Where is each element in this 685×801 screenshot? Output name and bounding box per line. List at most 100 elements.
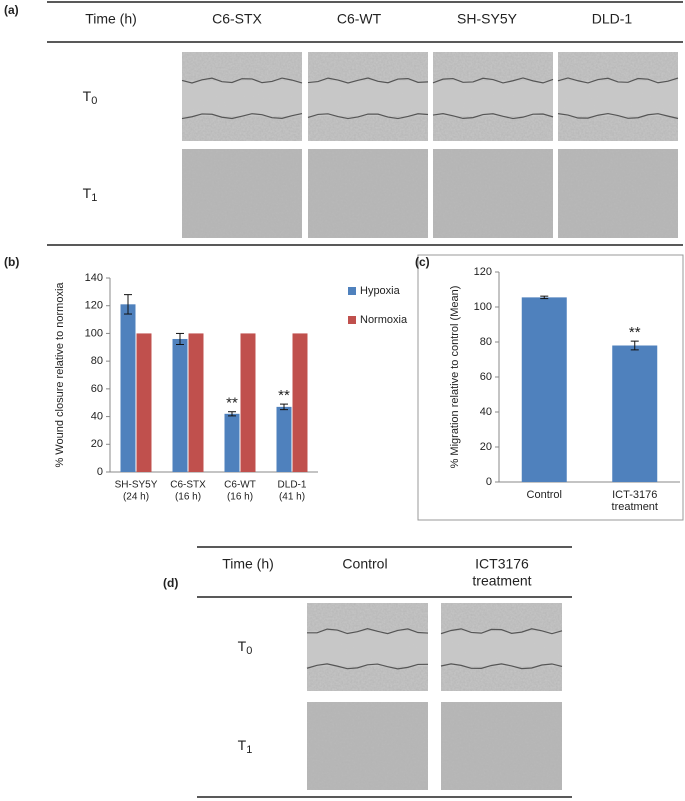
x-tick-sublabel: treatment	[612, 501, 658, 513]
column-header: C6-WT	[337, 11, 382, 27]
row-label-subscript: 1	[91, 192, 97, 204]
x-tick-sublabel: (16 h)	[227, 492, 253, 503]
y-tick-label: 100	[474, 301, 492, 313]
panel-c-frame	[417, 254, 684, 521]
wound-edge	[432, 113, 554, 120]
row-label-subscript: 0	[91, 95, 97, 107]
x-tick-label: C6-STX	[170, 480, 206, 491]
column-header: SH-SY5Y	[457, 11, 518, 27]
y-tick-label: 40	[91, 410, 103, 422]
y-tick-label: 100	[85, 327, 103, 339]
y-tick-label: 0	[97, 466, 103, 478]
row-label: T1	[238, 737, 253, 756]
bar	[120, 304, 136, 472]
legend-swatch	[348, 287, 356, 295]
x-tick-sublabel: (41 h)	[279, 492, 305, 503]
micrograph-texture	[441, 702, 562, 790]
wound-edge	[306, 663, 429, 670]
bar	[612, 345, 658, 482]
panel-label: (a)	[4, 3, 19, 17]
y-tick-label: 60	[480, 371, 492, 383]
y-tick-label: 40	[480, 406, 492, 418]
wound-gap	[441, 631, 562, 667]
row-label-base: T	[83, 185, 92, 201]
column-header: treatment	[472, 573, 531, 589]
row-label: T0	[238, 638, 253, 657]
row-label-subscript: 1	[246, 744, 252, 756]
error-bar	[630, 340, 639, 351]
error-bar	[228, 411, 236, 417]
row-label-base: T	[83, 88, 92, 104]
wound-edge	[557, 112, 679, 120]
wound-edge	[307, 77, 429, 84]
significance-marker: **	[278, 387, 290, 404]
y-tick-label: 80	[91, 355, 103, 367]
error-bar	[124, 294, 132, 315]
wound-edge	[181, 113, 303, 120]
wound-edge	[306, 628, 429, 635]
row-label-base: T	[238, 638, 247, 654]
wound-edge	[440, 628, 563, 635]
x-tick-label: C6-WT	[224, 480, 256, 491]
wound-gap	[182, 80, 302, 117]
y-axis-title: % Wound closure relative to normoxia	[54, 282, 66, 468]
wound-edge	[557, 77, 679, 84]
error-bar	[280, 403, 288, 411]
significance-marker: **	[629, 324, 641, 341]
y-tick-label: 140	[85, 272, 103, 284]
wound-edge	[307, 113, 429, 120]
error-bar	[176, 332, 184, 346]
significance-marker: **	[226, 395, 238, 412]
wound-gap	[307, 631, 428, 667]
row-label: T1	[83, 185, 98, 204]
panel-label: (c)	[415, 255, 430, 269]
panel-label: (b)	[4, 255, 19, 269]
column-header: Time (h)	[85, 11, 137, 27]
micrograph-texture	[307, 702, 428, 790]
wound-gap	[558, 80, 678, 117]
micrograph-texture	[182, 149, 302, 238]
micrograph-texture	[433, 149, 553, 238]
column-header: ICT3176	[475, 556, 529, 572]
legend-label: Hypoxia	[360, 285, 401, 297]
x-tick-label: SH-SY5Y	[115, 480, 158, 491]
y-tick-label: 60	[91, 383, 103, 395]
bar	[136, 333, 152, 472]
y-tick-label: 80	[480, 336, 492, 348]
column-header: C6-STX	[212, 11, 262, 27]
y-axis-title: % Migration relative to control (Mean)	[449, 286, 461, 469]
panel-label: (d)	[163, 576, 178, 590]
legend-label: Normoxia	[360, 314, 408, 326]
bar	[188, 333, 204, 472]
column-header: Time (h)	[222, 556, 274, 572]
x-tick-label: Control	[527, 489, 562, 501]
error-bar	[540, 295, 549, 300]
row-label-subscript: 0	[246, 645, 252, 657]
x-tick-label: ICT-3176	[612, 489, 657, 501]
wound-edge	[440, 663, 563, 670]
bar	[240, 333, 256, 472]
x-tick-sublabel: (16 h)	[175, 492, 201, 503]
y-tick-label: 20	[91, 438, 103, 450]
y-tick-label: 0	[486, 476, 492, 488]
bar	[276, 406, 292, 472]
column-header: DLD-1	[592, 11, 633, 27]
legend-swatch	[348, 316, 356, 324]
y-tick-label: 120	[474, 266, 492, 278]
x-tick-label: DLD-1	[278, 480, 307, 491]
bar	[521, 297, 567, 482]
row-label: T0	[83, 88, 98, 107]
y-tick-label: 120	[85, 300, 103, 312]
bar	[292, 333, 308, 472]
micrograph-texture	[308, 149, 428, 238]
wound-edge	[181, 77, 303, 84]
column-header: Control	[342, 556, 387, 572]
x-tick-sublabel: (24 h)	[123, 492, 149, 503]
wound-gap	[433, 80, 553, 117]
row-label-base: T	[238, 737, 247, 753]
bar	[224, 413, 240, 472]
wound-gap	[308, 80, 428, 117]
micrograph-texture	[558, 149, 678, 238]
